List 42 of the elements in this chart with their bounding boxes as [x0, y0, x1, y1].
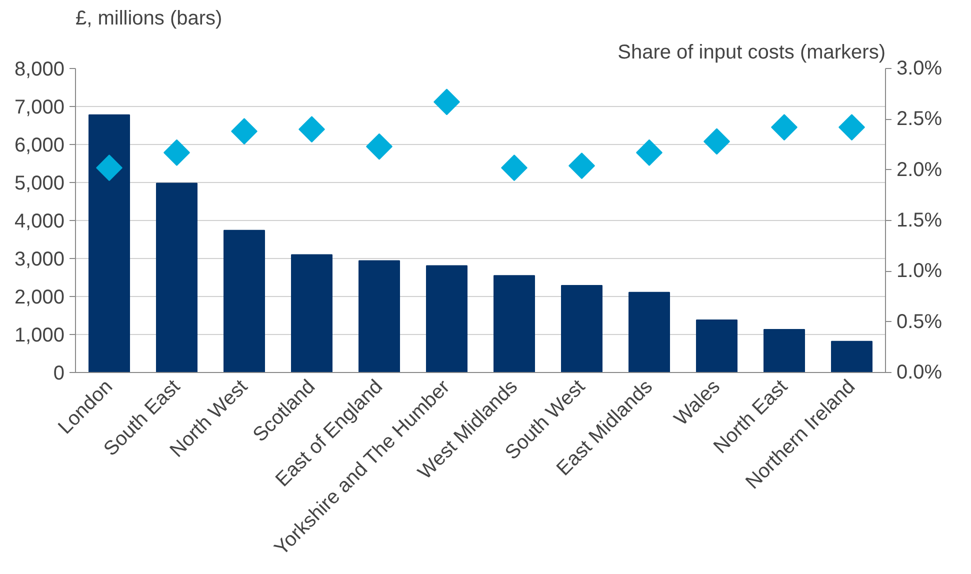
y2-tick-label: 1.0%	[896, 260, 942, 282]
bar	[696, 320, 738, 372]
y-axis-title: £, millions (bars)	[76, 8, 222, 30]
bar	[88, 114, 130, 372]
point	[298, 116, 325, 143]
point	[231, 118, 258, 145]
bar	[494, 275, 535, 372]
point	[838, 114, 865, 140]
point	[636, 139, 662, 166]
point	[366, 133, 392, 160]
y2-tick-label: 0.0%	[896, 362, 942, 384]
y2-tick-label: 0.5%	[896, 310, 942, 333]
y2-tick-label: 1.5%	[896, 210, 942, 232]
y-tick-label: 0	[53, 362, 64, 384]
bar	[291, 254, 332, 372]
y-tick-label: 3,000	[14, 248, 65, 270]
point	[704, 128, 730, 155]
point	[771, 114, 798, 140]
bar	[358, 260, 400, 372]
point	[568, 152, 595, 180]
y-tick-label: 8,000	[14, 58, 65, 80]
bar	[561, 284, 602, 372]
point	[501, 154, 528, 182]
y-tick-label: 4,000	[14, 210, 65, 232]
point	[96, 154, 122, 182]
y-tick-label: 2,000	[14, 286, 65, 308]
y-tick-label: 1,000	[14, 324, 65, 346]
y-tick-label: 7,000	[14, 96, 65, 118]
point	[434, 88, 460, 116]
bar	[156, 182, 198, 372]
y2-axis-title: Share of input costs (markers)	[618, 42, 886, 64]
bar	[224, 230, 265, 372]
y2-tick-label: 2.5%	[896, 108, 942, 130]
point	[164, 139, 190, 166]
bar	[831, 340, 872, 372]
y-tick-label: 6,000	[14, 134, 65, 156]
bar	[764, 329, 805, 372]
bar	[628, 292, 670, 372]
y2-tick-label: 2.0%	[896, 158, 942, 181]
y2-tick-label: 3.0%	[896, 58, 942, 80]
bar	[426, 265, 468, 372]
y-tick-label: 5,000	[14, 172, 65, 194]
